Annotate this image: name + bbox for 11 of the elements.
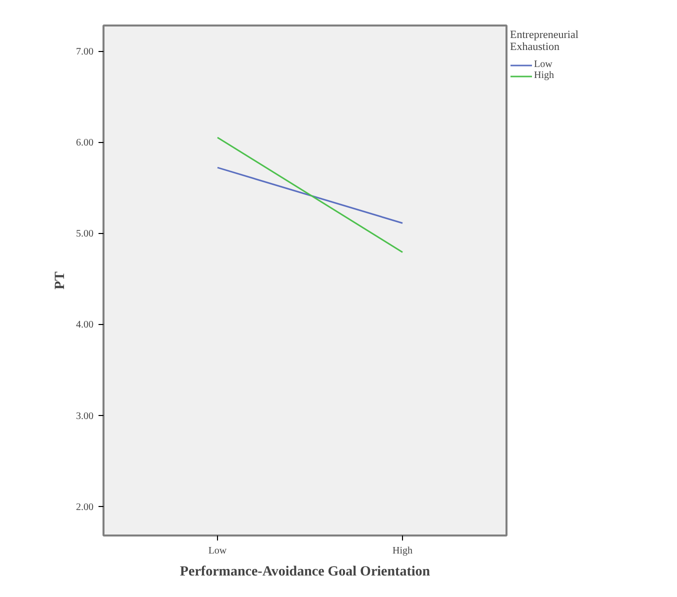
y-tick-label: 4.00: [76, 320, 94, 331]
y-tick-label: 7.00: [76, 46, 94, 58]
y-tick-label: 3.00: [76, 410, 94, 422]
legend-label: High: [534, 70, 554, 81]
y-tick-label: 2.00: [76, 502, 94, 513]
legend-label: Low: [534, 59, 554, 70]
y-axis-title: PT: [53, 270, 68, 290]
x-axis-title: Performance-Avoidance Goal Orientation: [180, 564, 430, 580]
y-tick-label: 6.00: [76, 138, 94, 149]
y-tick-label: 5.00: [76, 228, 94, 240]
legend-title: Entrepreneurial Exhaustion: [510, 29, 578, 53]
